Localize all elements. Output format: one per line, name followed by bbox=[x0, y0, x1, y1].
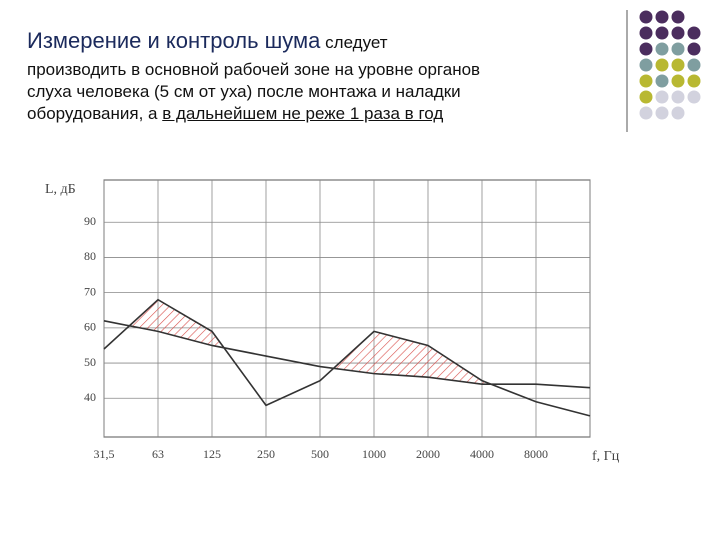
deco-dot bbox=[671, 26, 685, 40]
y-tick-label: 60 bbox=[84, 320, 96, 334]
series-line bbox=[103, 320, 591, 389]
deco-dot bbox=[671, 106, 685, 120]
deco-dot bbox=[687, 26, 701, 40]
exceedance-hatch bbox=[129, 299, 158, 332]
deco-dot bbox=[639, 26, 653, 40]
body-line: производить в основной рабочей зоне на у… bbox=[27, 60, 481, 79]
x-tick-label: 500 bbox=[311, 447, 329, 461]
y-axis-label: L, дБ bbox=[45, 182, 76, 197]
body-line: слуха человека (5 см от уха) после монта… bbox=[27, 82, 461, 101]
deco-dot bbox=[639, 58, 653, 72]
deco-dot bbox=[655, 58, 669, 72]
title-tail: следует bbox=[325, 33, 388, 52]
deco-dot bbox=[687, 90, 701, 104]
deco-dot bbox=[639, 42, 653, 56]
x-tick-label: 250 bbox=[257, 447, 275, 461]
deco-dot bbox=[671, 42, 685, 56]
series-line bbox=[103, 298, 591, 417]
x-tick-label: 8000 bbox=[524, 447, 548, 461]
deco-dot bbox=[655, 10, 669, 24]
underlined-text: в дальнейшем не реже 1 раза в год bbox=[162, 104, 444, 123]
x-tick-label: 63 bbox=[152, 447, 164, 461]
x-tick-label: 2000 bbox=[416, 447, 440, 461]
x-axis-label: f, Гц bbox=[592, 449, 620, 464]
x-tick-label: 125 bbox=[203, 447, 221, 461]
exceedance-hatch bbox=[374, 331, 428, 378]
exceedance-hatch bbox=[333, 331, 374, 374]
slide-text: Измерение и контроль шума следует произв… bbox=[27, 30, 480, 125]
deco-dot bbox=[639, 106, 653, 120]
body-line: оборудования, а в дальнейшем не реже 1 р… bbox=[27, 103, 480, 125]
deco-dot bbox=[671, 58, 685, 72]
deco-dot bbox=[639, 90, 653, 104]
deco-dot bbox=[639, 10, 653, 24]
x-tick-label: 1000 bbox=[362, 447, 386, 461]
body-text: оборудования, а bbox=[27, 104, 163, 123]
deco-dot bbox=[687, 58, 701, 72]
deco-dot bbox=[655, 74, 669, 88]
y-tick-label: 70 bbox=[84, 284, 96, 298]
x-tick-label: 31,5 bbox=[94, 447, 115, 461]
x-tick-label: 4000 bbox=[470, 447, 494, 461]
deco-dot bbox=[671, 10, 685, 24]
deco-dot bbox=[655, 106, 669, 120]
deco-dot bbox=[671, 90, 685, 104]
slide-title: Измерение и контроль шума bbox=[27, 28, 321, 53]
y-tick-label: 50 bbox=[84, 355, 96, 369]
heading-line: Измерение и контроль шума следует bbox=[27, 30, 480, 54]
deco-dot bbox=[655, 42, 669, 56]
deco-dot bbox=[687, 42, 701, 56]
deco-dot bbox=[655, 90, 669, 104]
deco-dot bbox=[655, 26, 669, 40]
y-tick-label: 80 bbox=[84, 249, 96, 263]
deco-dot bbox=[671, 74, 685, 88]
y-tick-label: 90 bbox=[84, 214, 96, 228]
y-tick-label: 40 bbox=[84, 390, 96, 404]
exceedance-hatch bbox=[158, 299, 212, 346]
deco-dot bbox=[687, 74, 701, 88]
deco-dot bbox=[639, 74, 653, 88]
